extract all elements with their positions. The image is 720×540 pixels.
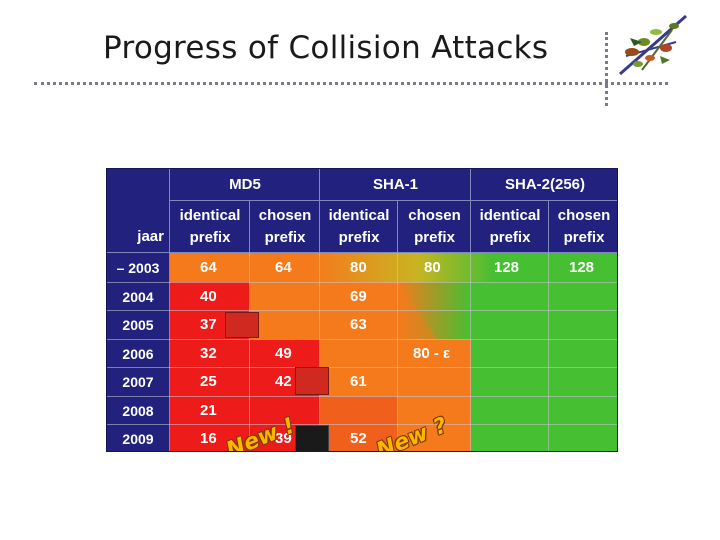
year-label: 2007 [122,373,154,390]
column-header-md5-chosen: chosen prefix [258,207,312,246]
cell-md5-identical: 32 [200,345,217,362]
paper-thumbnail [295,425,329,451]
cell-md5-identical: 21 [200,402,217,419]
cell-md5-chosen: 39 [275,430,292,447]
year-label: 2006 [122,345,154,362]
cell-sha1-identical: 80 [350,259,367,276]
cell-md5-identical: 40 [200,288,217,305]
column-header-sha1-identical: identical prefix [328,207,390,246]
cell-sha1-chosen: 80 [424,259,441,276]
column-header-sha1-chosen: chosen prefix [408,207,461,246]
year-label: 2004 [122,288,154,305]
column-header-md5-identical: identical prefix [179,207,241,246]
cell-sha1-identical: 63 [350,316,367,333]
paper-thumbnail [295,367,329,395]
header-divider [548,201,549,253]
row-divider [107,396,617,397]
group-header-sha2: SHA-2(256) [504,175,586,193]
cell-sha1-identical: 61 [350,373,367,390]
cell-md5-chosen: 42 [275,373,292,390]
header-divider [319,169,320,253]
header-divider [170,200,617,201]
year-label: 2008 [122,402,154,419]
collision-attacks-table: MD5 SHA-1 SHA-2(256) identical prefix ch… [106,168,618,452]
row-divider [107,367,617,368]
group-header-md5: MD5 [229,175,261,193]
cell-md5-identical: 16 [200,430,217,447]
column-header-sha2-identical: identical prefix [479,207,541,246]
row-divider [107,310,617,311]
header-divider [169,169,170,253]
cell-sha1-chosen: 80 - ε [413,345,451,362]
row-divider [107,282,617,283]
cell-sha1-identical: 69 [350,288,367,305]
header-divider [470,169,471,253]
column-divider [470,253,471,451]
branch-logo-icon [619,14,687,76]
header-divider [249,201,250,253]
year-label: – 2003 [116,259,160,276]
header-divider [397,201,398,253]
column-divider [319,253,320,451]
column-divider [397,253,398,451]
column-divider [249,253,250,451]
title-divider-vertical [605,32,608,106]
cell-md5-identical: 64 [200,259,217,276]
title-divider-horizontal [34,82,668,85]
header-divider [107,252,617,253]
year-label: 2005 [122,316,154,333]
year-label: 2009 [122,430,154,447]
cell-md5-identical: 37 [200,316,217,333]
corner-label-jaar: jaar [137,228,164,245]
paper-thumbnail [225,312,259,338]
row-divider [107,424,617,425]
cell-sha2-identical: 128 [494,259,520,276]
cell-md5-identical: 25 [200,373,217,390]
column-divider [548,253,549,451]
year-column-divider [169,253,170,451]
cell-sha1-identical: 52 [350,430,367,447]
slide-title: Progress of Collision Attacks [103,30,549,66]
cell-md5-chosen: 49 [275,345,292,362]
row-divider [107,339,617,340]
cell-sha2-chosen: 128 [569,259,595,276]
column-header-sha2-chosen: chosen prefix [557,207,611,246]
group-header-sha1: SHA-1 [372,175,418,193]
cell-md5-chosen: 64 [275,259,292,276]
